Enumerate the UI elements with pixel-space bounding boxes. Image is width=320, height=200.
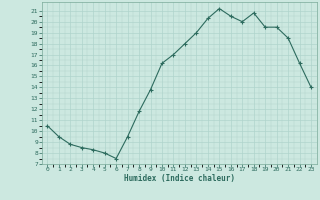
X-axis label: Humidex (Indice chaleur): Humidex (Indice chaleur) <box>124 174 235 183</box>
